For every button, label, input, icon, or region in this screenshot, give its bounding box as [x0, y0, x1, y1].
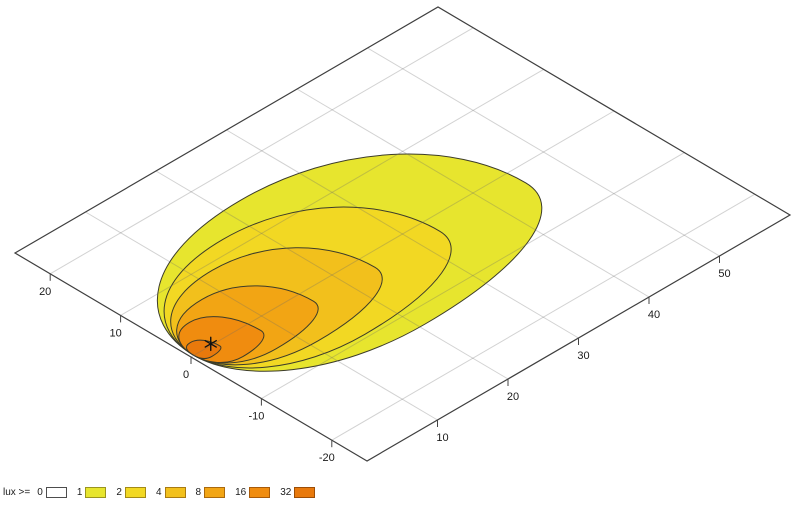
gridline-y-10 — [121, 69, 544, 315]
legend: lux >= 0 1 2 4 8 16 32 — [3, 484, 325, 500]
y-axis-label--20: -20 — [319, 452, 335, 464]
legend-entry-lux-1: 1 — [76, 486, 107, 498]
gridline-y-20 — [50, 28, 473, 274]
plane-group — [15, 7, 790, 461]
asterisk-marker — [204, 336, 217, 352]
legend-swatch — [45, 486, 67, 498]
legend-value: 0 — [37, 486, 43, 498]
gridline-y--20 — [332, 194, 755, 440]
legend-value: 8 — [195, 486, 202, 498]
y-axis-label--10: -10 — [248, 411, 264, 423]
legend-swatch — [204, 486, 226, 498]
x-axis-label-10: 10 — [436, 432, 448, 444]
x-axis-label-30: 30 — [577, 350, 589, 362]
legend-value: 1 — [76, 486, 83, 498]
y-axis-label-10: 10 — [109, 327, 121, 339]
legend-entries: 0 1 2 4 8 16 32 — [37, 486, 325, 498]
x-axis-label-20: 20 — [507, 391, 519, 403]
legend-title: lux >= — [3, 486, 31, 498]
gridline-x-40 — [297, 89, 649, 297]
gridline-y--10 — [261, 153, 684, 399]
legend-entry-lux-2: 2 — [116, 486, 146, 498]
y-axis-label-0: 0 — [183, 369, 189, 381]
legend-value: 32 — [280, 486, 292, 498]
legend-value: 16 — [235, 486, 247, 498]
legend-swatch — [249, 486, 271, 498]
legend-entry-lux-4: 4 — [155, 486, 186, 498]
asterisk-stroke — [204, 339, 217, 348]
gridline-y-0 — [191, 111, 614, 357]
legend-entry-lux-16: 16 — [235, 486, 271, 498]
gridline-x-20 — [156, 171, 508, 379]
legend-value: 4 — [155, 486, 162, 498]
x-axis-label-40: 40 — [648, 309, 660, 321]
gridline-x-30 — [227, 130, 579, 338]
legend-value: 2 — [116, 486, 122, 498]
y-axis-label-20: 20 — [39, 286, 51, 298]
legend-swatch — [124, 486, 146, 498]
gridline-x-10 — [86, 212, 438, 420]
legend-entry-lux-8: 8 — [195, 486, 226, 498]
legend-entry-lux-0: 0 — [37, 486, 67, 498]
gridline-x-50 — [368, 48, 720, 256]
legend-swatch — [164, 486, 186, 498]
x-axis-label-50: 50 — [718, 268, 730, 280]
legend-swatch — [85, 486, 107, 498]
legend-swatch — [294, 486, 316, 498]
legend-entry-lux-32: 32 — [280, 486, 316, 498]
